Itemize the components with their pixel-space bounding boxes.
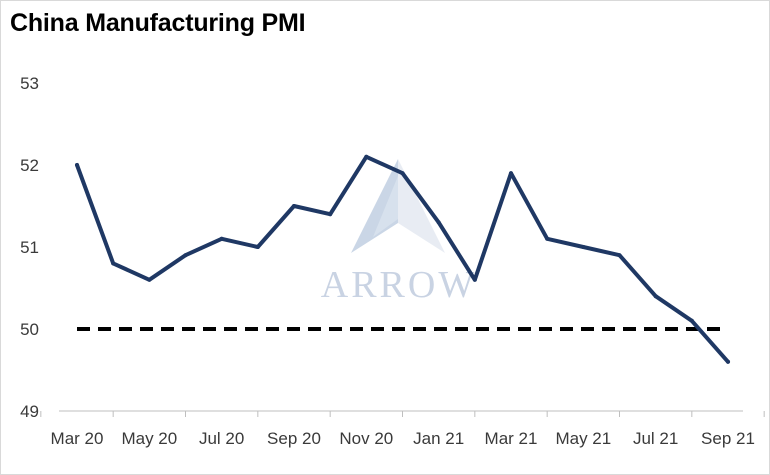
data-point (436, 220, 441, 225)
data-point (183, 253, 188, 258)
data-point (545, 236, 550, 241)
x-tick-label: Nov 20 (339, 429, 393, 448)
x-tick-label: Sep 21 (701, 429, 755, 448)
x-tick-label: May 20 (121, 429, 177, 448)
x-tick-label: Jul 20 (199, 429, 244, 448)
data-point (726, 359, 730, 364)
data-point (111, 261, 116, 266)
x-tick-label: Mar 20 (51, 429, 104, 448)
chart-title: China Manufacturing PMI (10, 9, 306, 37)
x-tick-label: Jul 21 (633, 429, 678, 448)
data-point (292, 204, 296, 208)
data-point (617, 253, 622, 258)
y-tick-label: 50 (20, 320, 39, 339)
y-tick-label: 53 (20, 74, 39, 93)
data-point (255, 245, 260, 249)
data-point (219, 236, 224, 241)
data-point (689, 318, 694, 323)
data-point (509, 171, 513, 176)
data-point (400, 171, 405, 176)
data-point (75, 163, 79, 167)
watermark-text: ARROW (321, 264, 477, 306)
data-point (581, 245, 586, 249)
data-point (147, 277, 152, 282)
y-tick-label: 52 (20, 156, 39, 175)
x-tick-label: Sep 20 (267, 429, 321, 448)
x-tick-label: Jan 21 (413, 429, 464, 448)
data-point (328, 212, 333, 217)
data-point (653, 294, 658, 299)
y-tick-label: 49 (20, 402, 39, 421)
data-point (472, 277, 477, 282)
x-tick-label: Mar 21 (485, 429, 538, 448)
data-point (364, 154, 369, 159)
watermark: ARROW (321, 159, 477, 306)
x-tick-label: May 21 (555, 429, 611, 448)
y-tick-label: 51 (20, 238, 39, 257)
